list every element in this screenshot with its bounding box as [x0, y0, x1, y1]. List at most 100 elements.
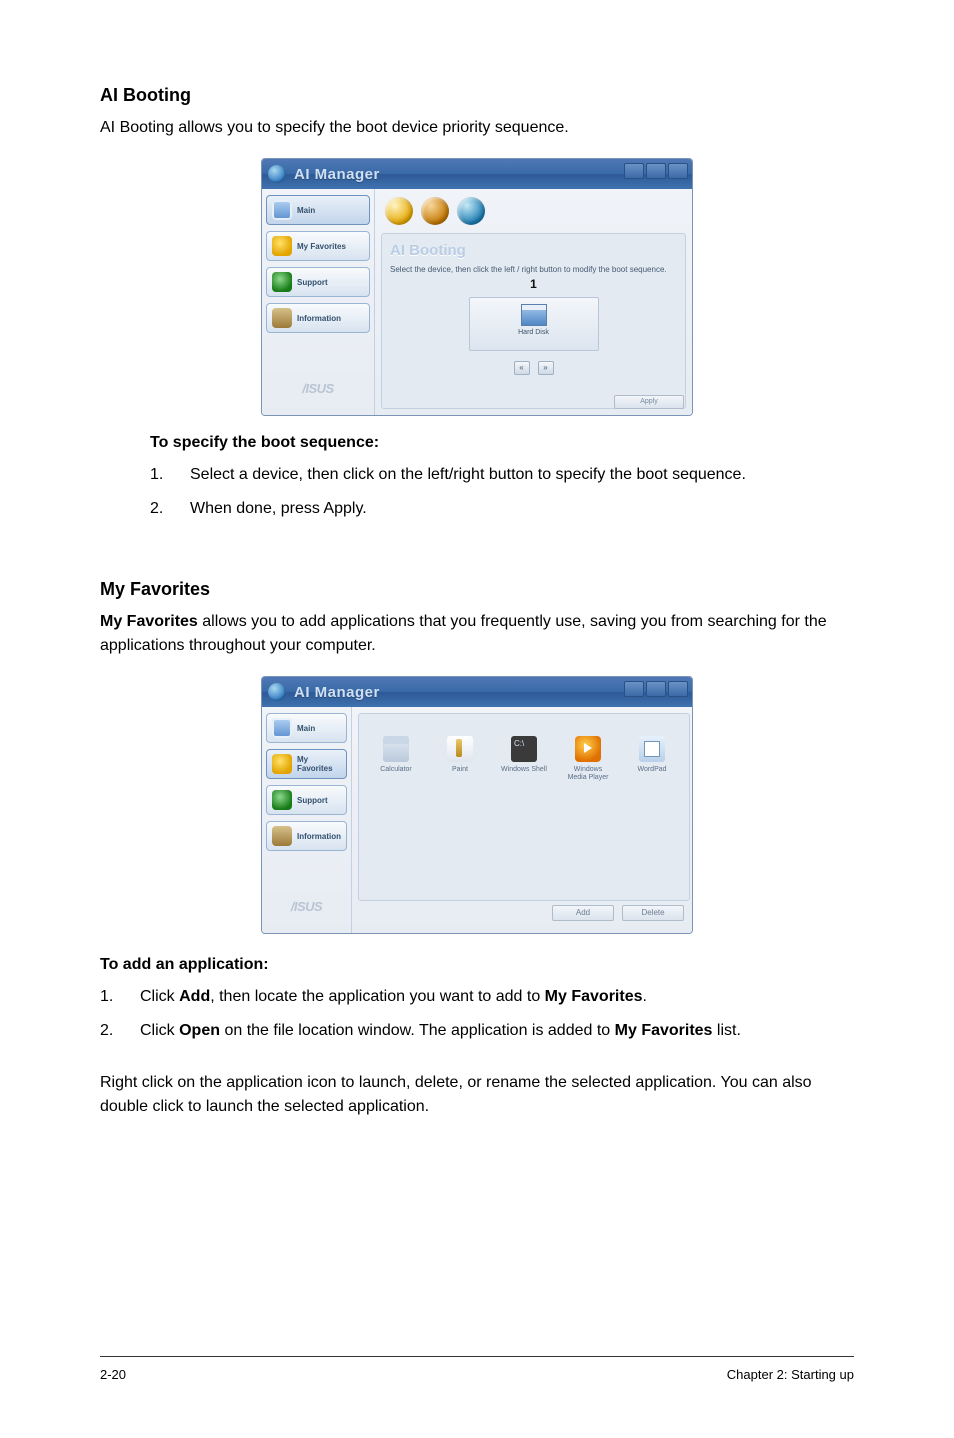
- calculator-icon: [383, 736, 409, 762]
- device-box[interactable]: Hard Disk: [469, 297, 599, 351]
- sidebar-item-label: Information: [297, 832, 341, 841]
- chapter-label: Chapter 2: Starting up: [727, 1367, 854, 1382]
- nav-row: « »: [388, 361, 679, 375]
- app-icon: [268, 683, 286, 701]
- my-favorites-para2: Right click on the application icon to l…: [100, 1071, 854, 1119]
- close-button[interactable]: [668, 163, 688, 179]
- sidebar-item-label: Support: [297, 278, 328, 287]
- asus-logo: /ISUS: [270, 899, 343, 919]
- favorite-item[interactable]: Windows Media Player: [565, 736, 611, 781]
- cmd-icon: [511, 736, 537, 762]
- favorite-item[interactable]: Paint: [437, 736, 483, 774]
- step-text: Click Add, then locate the application y…: [140, 984, 647, 1010]
- sidebar-item-label: Main: [297, 724, 315, 733]
- asus-logo: /ISUS: [270, 381, 366, 401]
- favorite-item[interactable]: Windows Shell: [501, 736, 547, 774]
- main-panel: AI Booting Select the device, then click…: [374, 189, 692, 415]
- step-text: Select a device, then click on the left/…: [190, 462, 746, 488]
- star-icon: [272, 236, 292, 256]
- maximize-button[interactable]: [646, 681, 666, 697]
- sidebar-item-label: My Favorites: [297, 242, 346, 251]
- priority-number: 1: [388, 277, 679, 291]
- list-item: 1. Click Add, then locate the applicatio…: [100, 984, 854, 1010]
- main-panel: Calculator Paint Windows Shell: [351, 707, 693, 933]
- boot-seq-subheading: To specify the boot sequence:: [150, 434, 854, 452]
- orb-icon[interactable]: [421, 197, 449, 225]
- monitor-icon: [272, 718, 292, 738]
- favorite-label: WordPad: [629, 766, 675, 774]
- globe-icon: [272, 272, 292, 292]
- star-icon: [272, 754, 292, 774]
- minimize-button[interactable]: [624, 163, 644, 179]
- panel-desc: Select the device, then click the left /…: [390, 265, 679, 275]
- ai-booting-heading: AI Booting: [100, 85, 854, 106]
- apply-button[interactable]: Apply: [614, 395, 684, 409]
- favorite-label: Calculator: [373, 766, 419, 774]
- step-text: Click Open on the file location window. …: [140, 1018, 741, 1044]
- window-title: AI Manager: [294, 684, 380, 701]
- sidebar-item-favorites[interactable]: My Favorites: [266, 749, 347, 779]
- add-app-steps: 1. Click Add, then locate the applicatio…: [100, 984, 854, 1043]
- list-item: 2.When done, press Apply.: [150, 496, 854, 522]
- monitor-icon: [272, 200, 292, 220]
- wordpad-icon: [639, 736, 665, 762]
- add-button[interactable]: Add: [552, 905, 614, 921]
- ai-manager-window-2: AI Manager Main My Favorites: [261, 676, 693, 934]
- globe-icon: [272, 790, 292, 810]
- nav-left-button[interactable]: «: [514, 361, 530, 375]
- sidebar-item-support[interactable]: Support: [266, 785, 347, 815]
- sidebar: Main My Favorites Support Information: [262, 707, 351, 933]
- sidebar-item-label: Main: [297, 206, 315, 215]
- add-app-subheading: To add an application:: [100, 956, 854, 974]
- intro-text: allows you to add applications that you …: [100, 613, 827, 654]
- window-buttons: [624, 163, 688, 179]
- maximize-button[interactable]: [646, 163, 666, 179]
- sidebar-item-information[interactable]: Information: [266, 303, 370, 333]
- sidebar-item-favorites[interactable]: My Favorites: [266, 231, 370, 261]
- sidebar-item-information[interactable]: Information: [266, 821, 347, 851]
- sidebar-item-main[interactable]: Main: [266, 713, 347, 743]
- minimize-button[interactable]: [624, 681, 644, 697]
- bold-text: My Favorites: [100, 613, 198, 630]
- delete-button[interactable]: Delete: [622, 905, 684, 921]
- panel-title: AI Booting: [390, 242, 679, 259]
- device-label: Hard Disk: [470, 329, 598, 336]
- page-footer: 2-20 Chapter 2: Starting up: [100, 1356, 854, 1382]
- page-number: 2-20: [100, 1367, 126, 1382]
- hard-disk-icon: [521, 304, 547, 326]
- orb-icon[interactable]: [385, 197, 413, 225]
- media-player-icon: [575, 736, 601, 762]
- ai-booting-intro: AI Booting allows you to specify the boo…: [100, 116, 854, 140]
- window-title: AI Manager: [294, 166, 380, 183]
- list-item: 1.Select a device, then click on the lef…: [150, 462, 854, 488]
- favorite-item[interactable]: WordPad: [629, 736, 675, 774]
- drive-icon: [272, 308, 292, 328]
- titlebar: AI Manager: [262, 677, 692, 707]
- paint-icon: [447, 736, 473, 762]
- sidebar-item-support[interactable]: Support: [266, 267, 370, 297]
- step-text: When done, press Apply.: [190, 496, 367, 522]
- favorites-icons-row: Calculator Paint Windows Shell: [365, 720, 683, 789]
- ai-booting-panel: AI Booting Select the device, then click…: [381, 233, 686, 409]
- my-favorites-heading: My Favorites: [100, 579, 854, 600]
- my-favorites-intro: My Favorites allows you to add applicati…: [100, 610, 854, 658]
- favorite-label: Paint: [437, 766, 483, 774]
- sidebar-item-main[interactable]: Main: [266, 195, 370, 225]
- favorite-label: Windows Media Player: [565, 766, 611, 781]
- close-button[interactable]: [668, 681, 688, 697]
- boot-steps-list: 1.Select a device, then click on the lef…: [150, 462, 854, 521]
- toolbar-orbs: [381, 195, 686, 233]
- favorites-panel: Calculator Paint Windows Shell: [358, 713, 690, 901]
- favorite-item[interactable]: Calculator: [373, 736, 419, 774]
- orb-icon[interactable]: [457, 197, 485, 225]
- nav-right-button[interactable]: »: [538, 361, 554, 375]
- sidebar: Main My Favorites Support Information /I…: [262, 189, 374, 415]
- favorite-label: Windows Shell: [501, 766, 547, 774]
- window-buttons: [624, 681, 688, 697]
- bottom-buttons: Add Delete: [358, 901, 690, 927]
- app-icon: [268, 165, 286, 183]
- ai-manager-window-1: AI Manager Main My Favorites Suppo: [261, 158, 693, 416]
- drive-icon: [272, 826, 292, 846]
- titlebar: AI Manager: [262, 159, 692, 189]
- sidebar-item-label: Support: [297, 796, 328, 805]
